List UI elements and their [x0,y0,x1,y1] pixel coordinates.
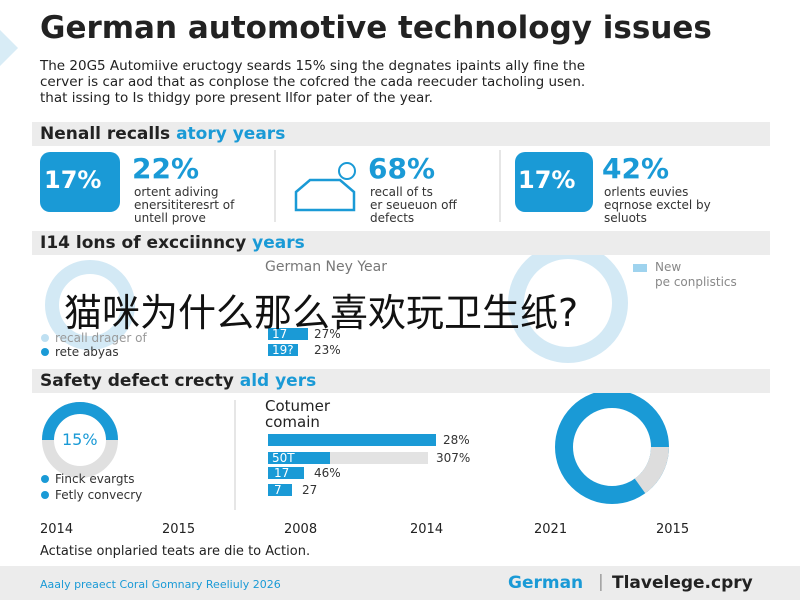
line: eqrnose exctel by [604,198,711,212]
legend-item: New [655,260,682,274]
legend-swatch [633,264,647,272]
footer-left: Aaaly preaect Coral Gomnary Reeliuly 202… [40,578,281,591]
stat-text: ortent adiving enersititeresrt of untell p… [134,186,234,225]
badge [40,152,120,212]
bar-label: 7 [274,483,282,497]
donut-gap [634,446,669,494]
footer-sep: | [598,572,604,592]
donut [45,260,135,350]
stat-value: 42% [602,152,670,185]
bar-value: 28% [443,433,470,447]
stat-text: orlents euvies eqrnose exctel by seluots [604,186,711,225]
badge-text: 17% [518,166,576,194]
donut-label: 15% [62,430,98,449]
bar-label: 50T [272,451,295,465]
car-icon [294,178,356,212]
bar-value: 46% [314,466,341,480]
line: ortent adiving [134,185,219,199]
panel-title: German Ney Year [265,259,387,275]
heading-text: Safety defect crecty [40,371,240,391]
section-heading: Nenall recalls atory years [32,122,770,146]
donut-arc [42,402,118,441]
heading-accent: ald yers [239,371,317,391]
heading-accent: years [252,233,305,253]
bar [268,344,298,356]
heading-text: I14 lons of excciinncy [40,233,253,253]
line: seluots [604,211,647,225]
legend-dots [41,334,49,499]
bar [268,452,330,464]
legend-item: recall drager of [55,331,147,345]
line: defects [370,211,415,225]
section-heading: Safety defect crecty ald yers [32,369,770,393]
year: 2014 [40,522,74,537]
bar [268,328,308,340]
stat-value: 22% [132,152,200,185]
overlay-caption: 猫咪为什么那么喜欢玩卫生纸? [64,291,579,335]
line: recall of ts [370,185,433,199]
intro-line: that issing to Is thidgy pore present Il… [40,90,433,106]
year: 2021 [534,522,568,537]
heading-accent: atory years [176,124,286,144]
legend-item: rete abyas [55,345,119,359]
bar-label: 17 [274,466,290,480]
bar [268,434,436,446]
legend-item: Finck evargts [55,472,135,486]
footer-brand: German [508,573,584,593]
line: orlents euvies [604,185,689,199]
intro-line: cerver is car aod that as conplose the c… [40,74,586,90]
line: enersititeresrt of [134,198,235,212]
heading-text: Nenall recalls [40,124,177,144]
bar [268,467,304,479]
line: comain [265,413,320,431]
line: untell prove [134,211,206,225]
icon [338,162,356,180]
bar-value: 307% [436,451,471,465]
bar-value: 27% [314,327,341,341]
bar-label: 17 [272,327,288,341]
legend-item: pe conplistics [655,275,737,289]
year: 2008 [284,522,318,537]
badge-text: 17% [44,166,102,194]
intro: The 20G5 Automiive eructogy seards 15% s… [40,58,585,106]
legend-item: Fetly convecry [55,488,143,502]
bar-value: 27 [302,483,318,497]
line: Cotumer [265,397,331,415]
year: 2015 [162,522,196,537]
panel-title: Cotumer comain [265,398,330,430]
intro-line: The 20G5 Automiive eructogy seards 15% s… [40,58,586,74]
badge [515,152,593,212]
section-heading: I14 lons of excciinncy years [32,231,770,255]
year: 2014 [410,522,444,537]
bar-value: 23% [314,343,341,357]
bar-label: 19? [272,343,294,357]
title: German automotive technology issues [40,10,712,46]
footnote: Actatise onplaried teats are die to Acti… [40,544,311,559]
stat-value: 68% [368,152,436,185]
corner-shape [0,30,18,66]
line: er seueuon off [370,198,457,212]
stat-text: recall of ts er seueuon off defects [370,186,457,225]
year: 2015 [656,522,690,537]
footer-site: Tlavelege.cpry [612,573,753,593]
bar [268,484,292,496]
footer-bar [0,566,800,600]
